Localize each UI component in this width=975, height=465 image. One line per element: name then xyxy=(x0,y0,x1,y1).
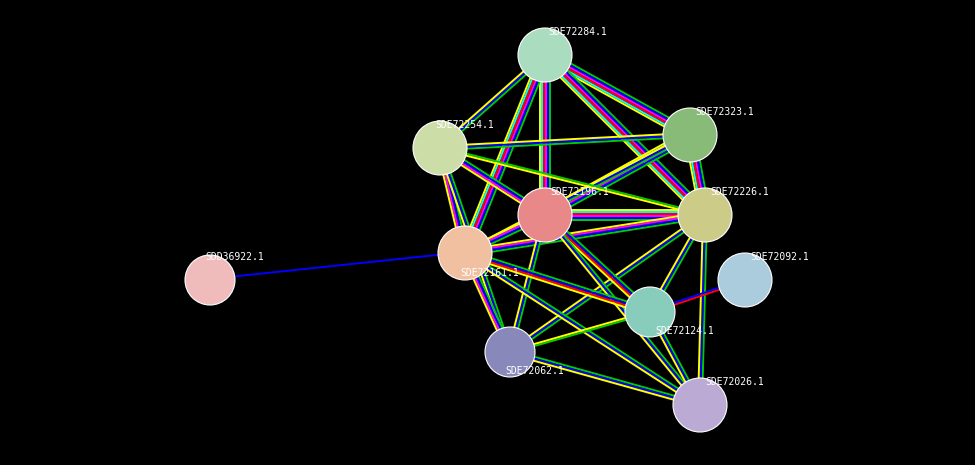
Circle shape xyxy=(663,108,717,162)
Circle shape xyxy=(673,378,727,432)
Circle shape xyxy=(518,188,572,242)
Circle shape xyxy=(625,287,675,337)
Text: SDE72092.1: SDE72092.1 xyxy=(750,252,808,262)
Text: SDE72026.1: SDE72026.1 xyxy=(705,377,763,387)
Circle shape xyxy=(518,28,572,82)
Text: SDE72124.1: SDE72124.1 xyxy=(655,326,714,336)
Text: SDE72284.1: SDE72284.1 xyxy=(548,27,606,37)
Circle shape xyxy=(185,255,235,305)
Circle shape xyxy=(438,226,492,280)
Circle shape xyxy=(678,188,732,242)
Text: SDE72062.1: SDE72062.1 xyxy=(505,366,564,376)
Text: SDE72323.1: SDE72323.1 xyxy=(695,107,754,117)
Circle shape xyxy=(485,327,535,377)
Circle shape xyxy=(413,121,467,175)
Text: SDD36922.1: SDD36922.1 xyxy=(205,252,264,262)
Circle shape xyxy=(718,253,772,307)
Text: SDE72161.1: SDE72161.1 xyxy=(460,268,519,278)
Text: SDE72254.1: SDE72254.1 xyxy=(435,120,493,130)
Text: SDE72226.1: SDE72226.1 xyxy=(710,187,768,197)
Text: SDE72196.1: SDE72196.1 xyxy=(550,187,608,197)
